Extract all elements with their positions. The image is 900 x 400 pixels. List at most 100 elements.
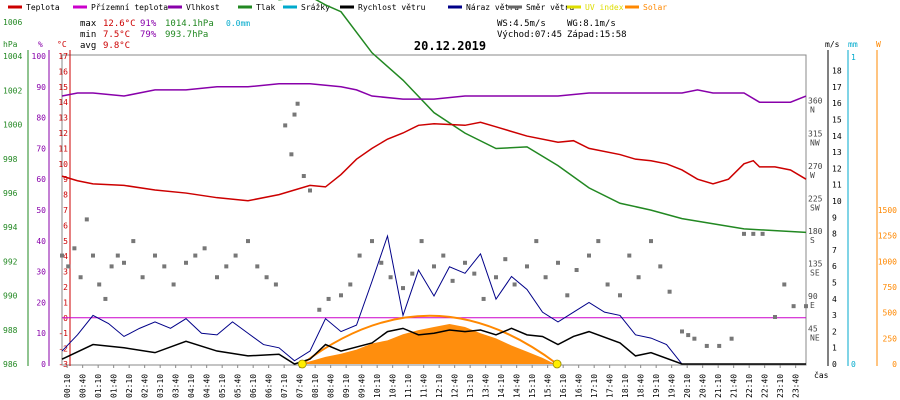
stat-min-hum: 79%: [140, 30, 157, 40]
c-tick: 7: [63, 206, 68, 215]
wind-direction-point: [97, 282, 102, 287]
time-tick: 03:40: [172, 374, 181, 398]
wind-direction-point: [574, 268, 579, 273]
time-tick: 05:40: [234, 374, 243, 398]
ms-tick: 10: [832, 197, 842, 206]
wind-direction-point: [649, 239, 653, 244]
time-tick: 13:40: [482, 374, 491, 398]
wind-direction-point: [370, 239, 374, 244]
time-tick: 08:10: [311, 374, 320, 398]
wind-direction-point: [494, 275, 498, 280]
mm-axis-title: mm: [848, 40, 858, 49]
series-pressure-line: [277, 0, 807, 234]
wind-direction-point: [122, 260, 126, 265]
time-tick: 15:10: [528, 374, 537, 398]
stat-max-hum: 91%: [140, 19, 157, 29]
wind-direction-point: [463, 260, 467, 265]
time-tick: 12:40: [451, 374, 460, 398]
time-tick: 00:40: [79, 374, 88, 398]
stat-sunset: Západ:15:58: [567, 30, 627, 40]
w-tick: 750: [883, 283, 898, 292]
wind-direction-point: [636, 275, 641, 280]
wind-direction-point: [534, 239, 539, 244]
wind-direction-point: [596, 239, 601, 244]
time-tick: 01:10: [94, 374, 103, 398]
sunset-marker: [552, 359, 562, 369]
hpa-tick: 988: [3, 326, 18, 335]
legend-label-2: Vlhkost: [186, 3, 220, 12]
ms-axis-title: m/s: [825, 40, 840, 49]
wind-direction-point: [543, 275, 548, 280]
wind-direction-point: [388, 275, 393, 280]
ms-tick: 5: [832, 279, 837, 288]
hpa-tick: 990: [3, 292, 18, 301]
wind-direction-point: [339, 293, 343, 298]
ms-tick: 13: [832, 148, 842, 157]
dir-name: SE: [810, 268, 820, 277]
c-tick: -1: [58, 329, 68, 338]
stats-panel: max 12.6°C 91% 1014.1hPa 0.0mm min 7.5°C…: [80, 19, 627, 51]
time-tick: 09:10: [342, 374, 351, 398]
wind-direction-point: [308, 188, 312, 193]
wind-direction-point: [103, 296, 108, 301]
wind-direction-point: [782, 282, 787, 287]
wind-direction-point: [791, 304, 796, 309]
stat-avg-label: avg: [80, 41, 96, 51]
wind-direction-point: [587, 253, 591, 258]
time-tick: 02:10: [125, 374, 134, 398]
wind-direction-point: [255, 264, 260, 269]
mm-tick: 1: [851, 53, 856, 62]
c-tick: 14: [58, 98, 68, 107]
dir-tick: 180: [808, 227, 823, 236]
sunrise-marker: [297, 359, 307, 369]
wind-direction-point: [401, 286, 405, 291]
hpa-tick: 1002: [3, 86, 22, 95]
dir-tick: 360: [808, 97, 823, 106]
pct-axis-title: %: [38, 40, 43, 49]
hpa-tick: 1006: [3, 18, 22, 27]
time-tick: 21:10: [714, 374, 723, 398]
time-tick: 18:10: [621, 374, 630, 398]
time-tick: 19:40: [668, 374, 677, 398]
time-tick: 13:10: [466, 374, 475, 398]
time-tick: 18:40: [637, 374, 646, 398]
pct-tick: 0: [41, 360, 46, 369]
ms-tick: 2: [832, 327, 837, 336]
time-tick: 10:10: [373, 374, 382, 398]
wind-direction-point: [215, 275, 219, 280]
time-tick: 16:10: [559, 374, 568, 398]
time-tick: 11:40: [420, 374, 429, 398]
stat-min-press: 993.7hPa: [165, 30, 208, 40]
wind-direction-point: [658, 264, 663, 269]
wind-direction-point: [109, 264, 114, 269]
dir-name: W: [810, 171, 815, 180]
wind-direction-point: [78, 275, 83, 280]
c-tick: 11: [58, 144, 68, 153]
dir-tick: 270: [808, 162, 823, 171]
wind-direction-point: [301, 174, 306, 179]
legend-label-7: Směr větru: [526, 3, 574, 12]
wind-direction-point: [140, 275, 145, 280]
stat-min-temp: 7.5°C: [103, 30, 130, 40]
ms-tick: 14: [832, 132, 842, 141]
wind-direction-point: [667, 289, 672, 294]
wind-direction-point: [273, 282, 278, 287]
wind-direction-point: [357, 253, 362, 258]
ms-tick: 6: [832, 262, 837, 271]
time-tick: 06:40: [265, 374, 274, 398]
pct-tick: 80: [36, 114, 46, 123]
pct-tick: 30: [36, 268, 46, 277]
wind-direction-point: [246, 239, 250, 244]
wind-direction-point: [348, 282, 353, 287]
wind-direction-point: [115, 253, 120, 258]
time-tick: 23:10: [776, 374, 785, 398]
c-tick: 3: [63, 268, 68, 277]
wind-direction-point: [171, 282, 176, 287]
series-temperature-line: [61, 121, 807, 202]
c-tick: -3: [58, 360, 68, 369]
time-tick: 23:40: [792, 374, 801, 398]
wind-direction-point: [131, 239, 136, 244]
ms-tick: 18: [832, 67, 842, 76]
time-tick: 19:10: [652, 374, 661, 398]
